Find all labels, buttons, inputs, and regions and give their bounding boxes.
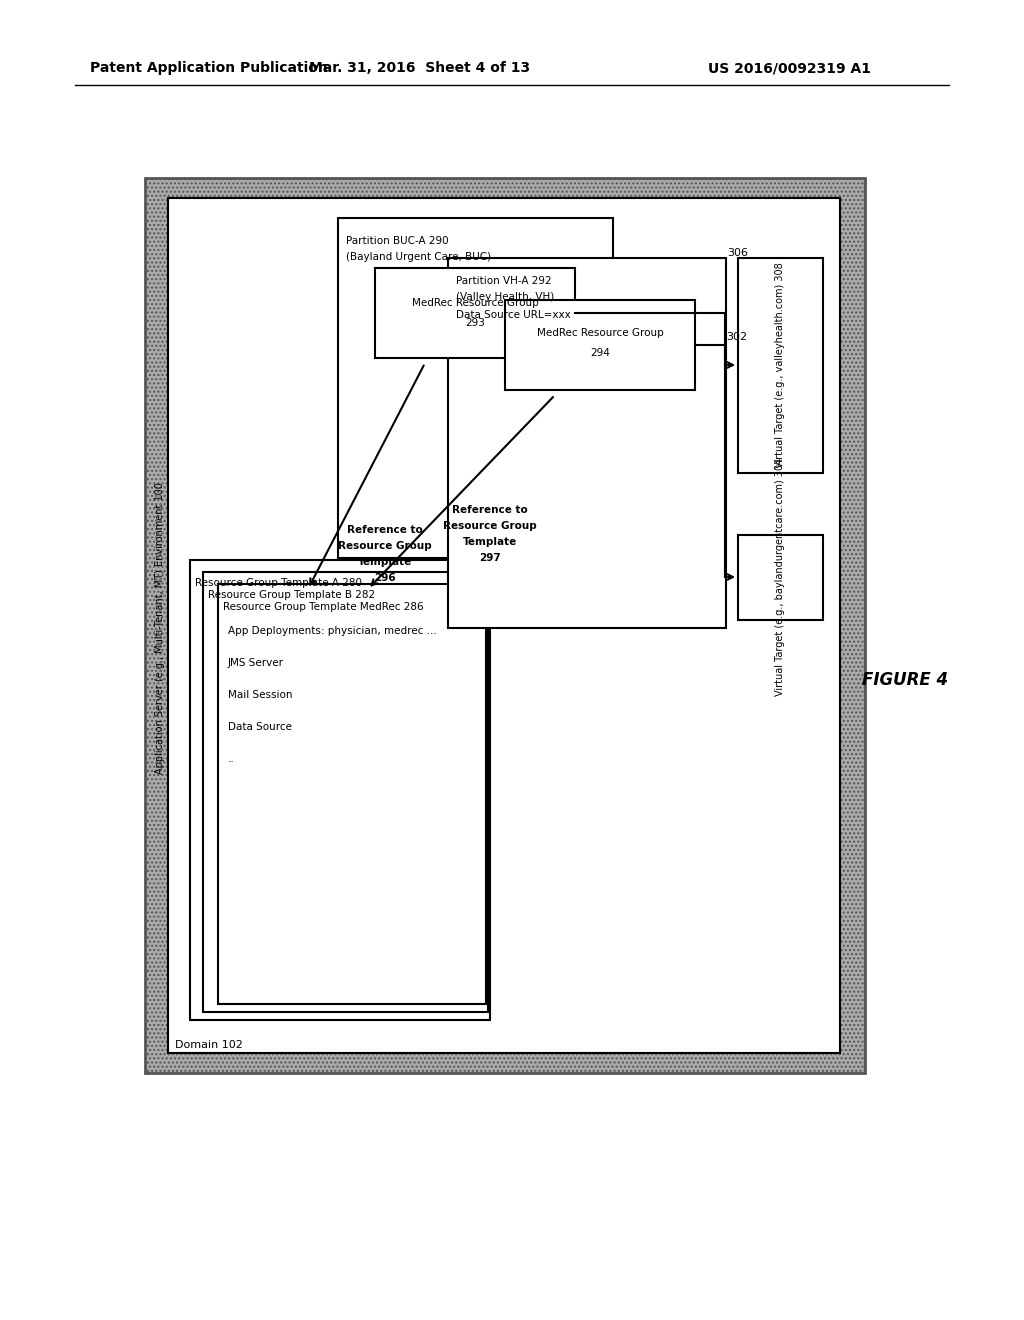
Bar xyxy=(145,178,865,1073)
Bar xyxy=(168,198,840,1053)
Text: Reference to: Reference to xyxy=(453,506,528,515)
Text: App Deployments: physician, medrec ...: App Deployments: physician, medrec ... xyxy=(228,626,437,636)
Bar xyxy=(375,268,575,358)
Text: MedRec Resource Group: MedRec Resource Group xyxy=(537,327,664,338)
Bar xyxy=(190,560,490,1020)
Text: Partition BUC-A 290: Partition BUC-A 290 xyxy=(346,236,449,246)
Text: Resource Group: Resource Group xyxy=(443,521,537,531)
Bar xyxy=(338,218,613,558)
Text: FIGURE 4: FIGURE 4 xyxy=(862,671,948,689)
Bar xyxy=(449,257,726,628)
Text: Resource Group Template A 280: Resource Group Template A 280 xyxy=(195,578,362,587)
Text: Resource Group: Resource Group xyxy=(338,541,432,550)
Bar xyxy=(505,300,695,389)
Text: Patent Application Publication: Patent Application Publication xyxy=(90,61,328,75)
Text: Resource Group Template MedRec 286: Resource Group Template MedRec 286 xyxy=(223,602,424,612)
Text: Template: Template xyxy=(357,557,412,568)
Text: Virtual Target (e.g., valleyhealth.com) 308: Virtual Target (e.g., valleyhealth.com) … xyxy=(775,263,785,467)
Text: Reference to: Reference to xyxy=(347,525,423,535)
Text: JMS Server: JMS Server xyxy=(228,657,284,668)
Bar xyxy=(738,257,823,473)
Text: Partition VH-A 292: Partition VH-A 292 xyxy=(456,276,552,286)
Text: Domain 102: Domain 102 xyxy=(175,1040,243,1049)
Text: 293: 293 xyxy=(465,318,485,327)
Text: ..: .. xyxy=(228,754,234,764)
Text: (Bayland Urgent Care, BUC): (Bayland Urgent Care, BUC) xyxy=(346,252,492,261)
Text: MedRec Resource Group: MedRec Resource Group xyxy=(412,298,539,308)
Text: Data Source URL=xxx: Data Source URL=xxx xyxy=(456,310,570,319)
Text: Application Server (e.g., Multi-Tenant, MT) Environment 100: Application Server (e.g., Multi-Tenant, … xyxy=(155,482,165,774)
Text: Resource Group Template B 282: Resource Group Template B 282 xyxy=(208,590,375,601)
Text: 296: 296 xyxy=(374,573,396,583)
Text: Mail Session: Mail Session xyxy=(228,690,293,700)
Bar xyxy=(218,583,486,1005)
Text: Template: Template xyxy=(463,537,517,546)
Text: Data Source: Data Source xyxy=(228,722,292,733)
Bar xyxy=(203,572,488,1012)
Text: (Valley Health, VH): (Valley Health, VH) xyxy=(456,292,554,302)
Text: 302: 302 xyxy=(726,333,748,342)
Text: Virtual Target (e.g., baylandurgentcare.com) 304: Virtual Target (e.g., baylandurgentcare.… xyxy=(775,458,785,696)
Text: US 2016/0092319 A1: US 2016/0092319 A1 xyxy=(709,61,871,75)
Text: 294: 294 xyxy=(590,348,610,358)
Text: 297: 297 xyxy=(479,553,501,564)
Text: Mar. 31, 2016  Sheet 4 of 13: Mar. 31, 2016 Sheet 4 of 13 xyxy=(309,61,530,75)
Text: 306: 306 xyxy=(727,248,748,257)
Bar xyxy=(738,535,823,620)
